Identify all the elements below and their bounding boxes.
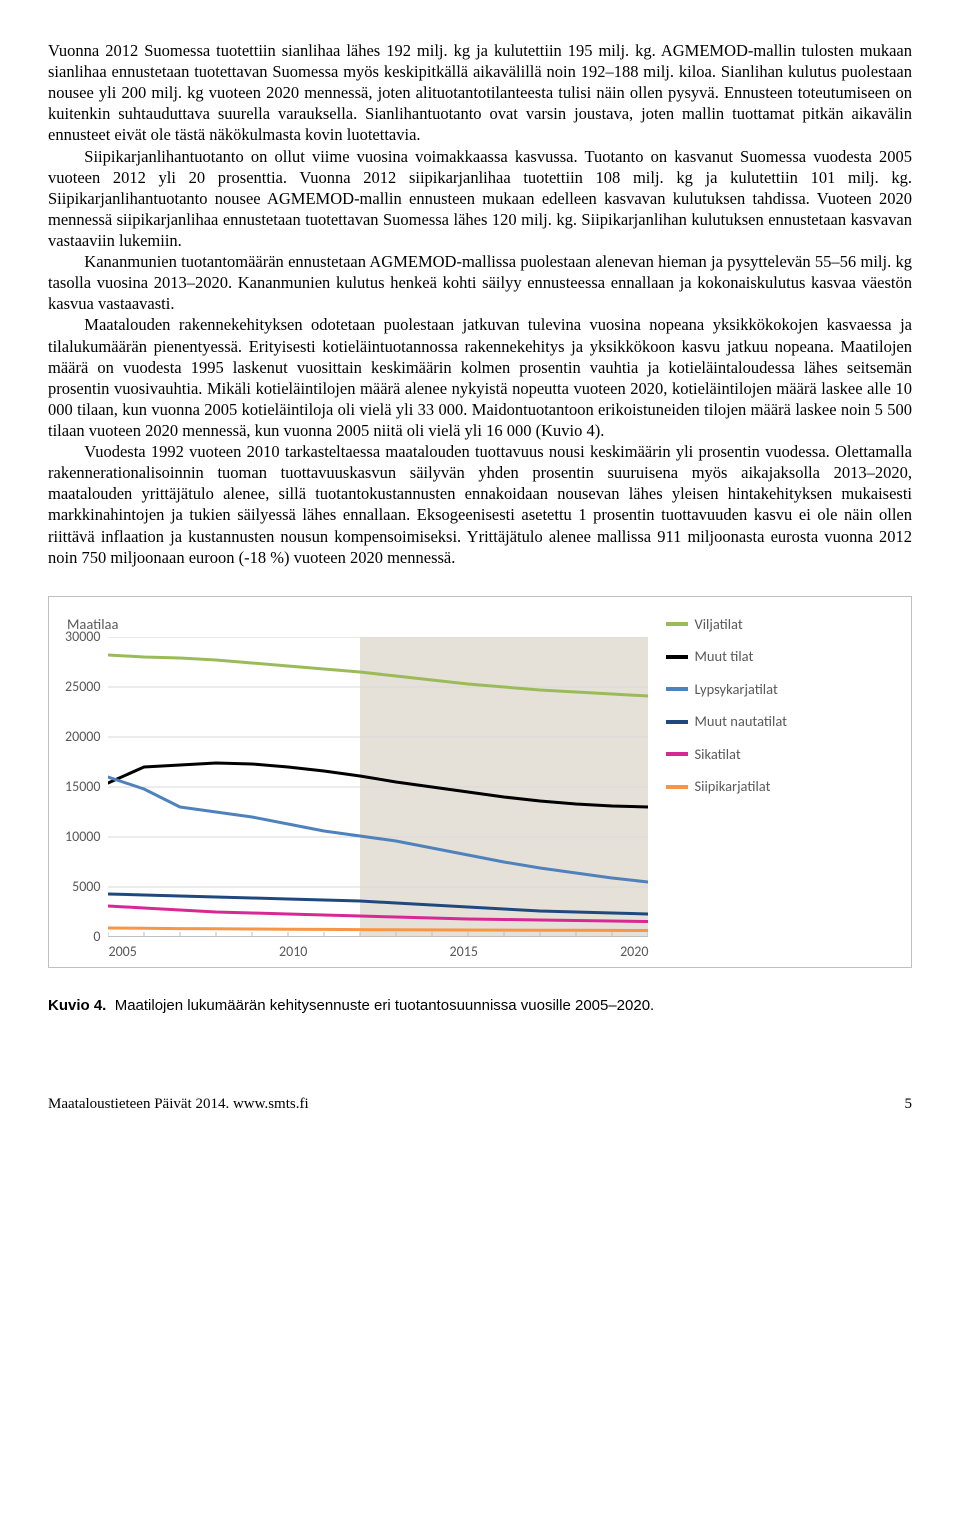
x-tick-label: 2015 [450, 943, 478, 961]
line-chart: Maatilaa 300002500020000150001000050000 … [65, 615, 895, 961]
legend-label: Sikatilat [694, 745, 740, 764]
legend-swatch [666, 720, 688, 724]
legend-item: Siipikarjatilat [666, 777, 787, 796]
para-1: Vuonna 2012 Suomessa tuotettiin sianliha… [48, 40, 912, 146]
para-5: Vuodesta 1992 vuoteen 2010 tarkasteltaes… [48, 441, 912, 568]
legend-label: Muut tilat [694, 647, 753, 666]
legend-swatch [666, 687, 688, 691]
y-axis-labels: 300002500020000150001000050000 [65, 637, 108, 937]
chart-frame: Maatilaa 300002500020000150001000050000 … [48, 596, 912, 968]
para-2: Siipikarjanlihantuotanto on ollut viime … [48, 146, 912, 252]
legend: Viljatilat Muut tilat Lypsykarjatilat Muut … [648, 615, 787, 796]
legend-swatch [666, 752, 688, 756]
caption-label: Kuvio 4. [48, 997, 106, 1014]
x-tick-label: 2020 [620, 943, 648, 961]
caption-text: Maatilojen lukumäärän kehitysennuste eri… [115, 997, 655, 1014]
legend-item: Muut nautatilat [666, 712, 787, 731]
plot-area [108, 637, 648, 937]
legend-item: Viljatilat [666, 615, 787, 634]
legend-label: Muut nautatilat [694, 712, 787, 731]
legend-swatch [666, 622, 688, 626]
legend-label: Lypsykarjatilat [694, 680, 777, 699]
legend-swatch [666, 655, 688, 659]
legend-item: Lypsykarjatilat [666, 680, 787, 699]
page-number: 5 [905, 1095, 913, 1114]
x-tick-label: 2010 [279, 943, 307, 961]
page-footer: Maataloustieteen Päivät 2014. www.smts.f… [48, 1095, 912, 1114]
x-tick-label: 2005 [108, 943, 136, 961]
x-axis-labels: 2005 2010 2015 2020 [108, 943, 648, 961]
legend-item: Sikatilat [666, 745, 787, 764]
footer-source: Maataloustieteen Päivät 2014. www.smts.f… [48, 1095, 309, 1114]
legend-label: Siipikarjatilat [694, 777, 770, 796]
para-3: Kananmunien tuotantomäärän ennustetaan A… [48, 251, 912, 314]
legend-swatch [666, 785, 688, 789]
figure-caption: Kuvio 4. Maatilojen lukumäärän kehitysen… [48, 996, 912, 1015]
para-4: Maatalouden rakennekehityksen odotetaan … [48, 314, 912, 441]
legend-item: Muut tilat [666, 647, 787, 666]
legend-label: Viljatilat [694, 615, 742, 634]
